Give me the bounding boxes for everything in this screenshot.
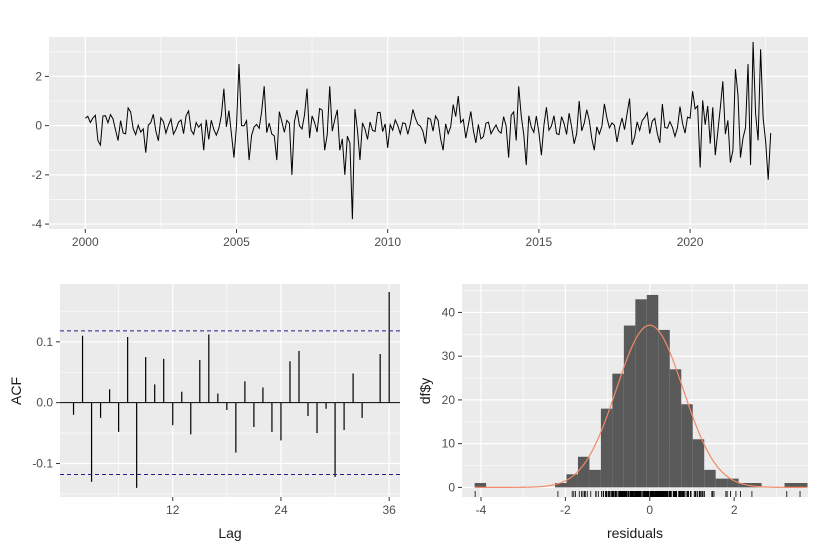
histogram-bar <box>474 483 487 488</box>
acf-y-tick-label: 0.0 <box>36 396 53 410</box>
histogram-bar <box>784 483 797 488</box>
histogram-y-tick-label: 40 <box>442 305 456 319</box>
histogram-x-tick-label: -2 <box>560 503 571 517</box>
histogram-y-tick-label: 0 <box>448 480 455 494</box>
histogram-bar <box>692 439 705 488</box>
density-curve <box>474 324 808 488</box>
histogram-bar <box>600 408 613 488</box>
histogram-bar <box>750 483 762 488</box>
histogram-y-tick-label: 10 <box>442 437 456 451</box>
acf-bars <box>60 291 400 488</box>
time-series-background <box>49 37 808 229</box>
time-series-y-ticks: -4 -2 0 2 <box>31 69 49 231</box>
time-series-y-tick-label: -2 <box>31 168 42 182</box>
acf-y-tick-label: -0.1 <box>32 457 53 471</box>
histogram-y-axis-title: df$y <box>417 378 433 404</box>
histogram-bar <box>658 329 670 488</box>
acf-x-tick-label: 12 <box>166 503 180 517</box>
time-series-line <box>84 41 772 220</box>
acf-x-ticks: 12 24 36 <box>166 497 396 517</box>
histogram-bar <box>715 478 728 488</box>
histogram-y-tick-label: 20 <box>442 393 456 407</box>
histogram-bar <box>704 469 716 488</box>
histogram-bar <box>796 483 808 488</box>
acf-x-axis-title: Lag <box>218 525 241 541</box>
residual-rug <box>474 491 801 497</box>
histogram-bar <box>738 483 751 488</box>
acf-background <box>60 284 400 497</box>
acf-x-tick-label: 36 <box>382 503 396 517</box>
acf-y-ticks: -0.1 0.0 0.1 <box>32 335 60 471</box>
histogram-x-tick-label: 0 <box>646 503 653 517</box>
histogram-bar <box>612 373 624 488</box>
histogram-x-tick-label: -4 <box>476 503 487 517</box>
histogram-bar <box>669 369 682 488</box>
acf-confidence-lines <box>60 330 400 475</box>
acf-y-tick-label: 0.1 <box>36 335 53 349</box>
histogram-bar <box>589 469 601 488</box>
time-series-y-tick-label: -4 <box>31 217 42 231</box>
acf-x-tick-label: 24 <box>274 503 288 517</box>
time-series-y-tick-label: 0 <box>35 119 42 133</box>
histogram-y-tick-label: 30 <box>442 349 456 363</box>
histogram-x-axis-title: residuals <box>607 525 663 541</box>
time-series-x-tick-label: 2005 <box>223 235 250 249</box>
histogram-bar <box>554 483 567 488</box>
histogram-bar <box>681 404 693 488</box>
time-series-x-tick-label: 2010 <box>374 235 401 249</box>
histogram-bar <box>635 299 647 488</box>
time-series-panel: 2000 2005 2010 2015 2020 -4 -2 0 2 <box>31 37 808 249</box>
time-series-y-tick-label: 2 <box>35 69 42 83</box>
histogram-bar <box>577 456 590 488</box>
histogram-y-ticks: 0 10 20 30 40 <box>442 305 462 494</box>
histogram-x-tick-label: 2 <box>731 503 738 517</box>
acf-panel: 12 24 36 -0.1 0.0 0.1 Lag ACF <box>8 284 400 541</box>
histogram-bar <box>727 478 739 488</box>
time-series-x-ticks: 2000 2005 2010 2015 2020 <box>72 229 704 249</box>
histogram-x-ticks: -4 -2 0 2 <box>476 497 738 517</box>
histogram-bars <box>474 294 808 488</box>
histogram-bar <box>646 294 659 488</box>
time-series-x-tick-label: 2020 <box>677 235 704 249</box>
histogram-panel: -4 -2 0 2 0 10 20 30 40 residuals df$y <box>417 284 808 541</box>
time-series-x-tick-label: 2000 <box>72 235 99 249</box>
acf-y-axis-title: ACF <box>8 377 24 405</box>
time-series-x-tick-label: 2015 <box>526 235 553 249</box>
histogram-bar <box>566 474 578 488</box>
histogram-bar <box>623 325 636 488</box>
